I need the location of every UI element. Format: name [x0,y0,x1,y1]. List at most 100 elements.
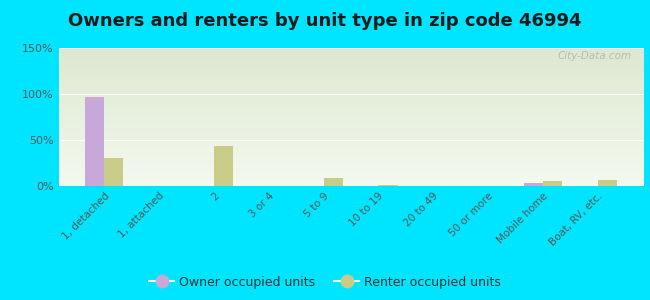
Bar [58,58,644,59]
Bar [58,112,644,113]
Bar [58,74,644,76]
Bar [58,160,644,161]
Bar [58,99,644,100]
Bar [58,51,644,52]
Bar [58,132,644,134]
Bar [58,136,644,138]
Bar [58,88,644,89]
Bar [58,71,644,73]
Bar [58,94,644,95]
Bar [58,168,644,170]
Bar [324,178,343,186]
Bar [58,150,644,152]
Bar [58,113,644,114]
Bar [58,56,644,58]
Bar [58,152,644,153]
Bar [58,176,644,178]
Bar [58,165,644,167]
Bar [598,180,617,186]
Bar [58,120,644,121]
Bar [58,134,644,135]
Bar [58,87,644,88]
Bar [58,143,644,145]
Bar [58,114,644,116]
Bar [58,161,644,163]
Bar [58,53,644,55]
Bar [58,69,644,70]
Bar [58,127,644,128]
Bar [58,125,644,127]
Bar [58,139,644,140]
Bar [58,81,644,82]
Bar [58,118,644,120]
Bar [58,122,644,124]
Bar [58,156,644,157]
Bar [58,85,644,87]
Bar [524,183,543,186]
Bar [58,92,644,94]
Bar [58,154,644,156]
Bar [58,50,644,51]
Bar [58,76,644,77]
Bar [58,174,644,175]
Bar [214,146,233,186]
Bar [58,121,644,122]
Bar [104,158,124,186]
Bar [58,171,644,172]
Bar [58,89,644,91]
Bar [58,140,644,142]
Bar [58,102,644,103]
Bar [58,70,644,71]
Bar [58,179,644,181]
Bar [58,62,644,63]
Bar [58,96,644,98]
Bar [58,183,644,184]
Bar [58,80,644,81]
Bar [58,52,644,53]
Bar [58,147,644,149]
Bar [58,60,644,62]
Bar [58,107,644,109]
Bar [58,157,644,158]
Bar [58,77,644,78]
Bar [58,182,644,183]
Bar [58,78,644,80]
Bar [58,167,644,168]
Bar [58,109,644,110]
Bar [58,175,644,176]
Bar [58,48,644,50]
Bar [58,172,644,174]
Bar [58,98,644,99]
Bar [58,163,644,164]
Bar [58,153,644,154]
Bar [58,110,644,112]
Bar [58,158,644,160]
Bar [58,131,644,132]
Bar [58,82,644,84]
Bar [58,184,644,186]
Bar [58,169,644,171]
Bar [58,103,644,105]
Bar [58,178,644,179]
Bar [58,64,644,66]
Bar [58,124,644,125]
Text: City-Data.com: City-Data.com [558,51,632,61]
Bar [58,164,644,165]
Legend: Owner occupied units, Renter occupied units: Owner occupied units, Renter occupied un… [144,271,506,294]
Bar [58,135,644,136]
Bar [58,138,644,139]
Bar [58,128,644,129]
Bar [58,106,644,107]
Bar [58,55,644,56]
Bar [58,91,644,92]
Bar [58,84,644,85]
Bar [58,129,644,131]
Text: Owners and renters by unit type in zip code 46994: Owners and renters by unit type in zip c… [68,12,582,30]
Bar [58,66,644,67]
Bar [58,149,644,150]
Bar [58,117,644,118]
Bar [58,63,644,64]
Bar [378,185,398,186]
Bar [58,59,644,60]
Bar [58,73,644,74]
